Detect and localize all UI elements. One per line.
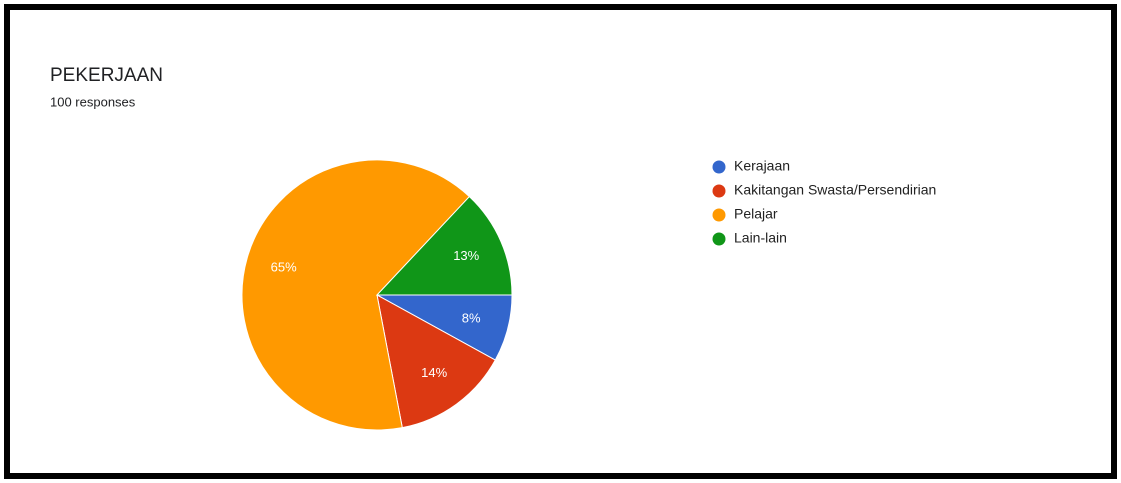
legend-label: Pelajar — [734, 206, 778, 222]
chart-title: PEKERJAAN — [50, 65, 163, 86]
legend-label: Kakitangan Swasta/Persendirian — [734, 182, 936, 198]
chart-subtitle: 100 responses — [50, 94, 136, 109]
legend-swatch — [712, 208, 726, 222]
data-label: 14% — [421, 365, 447, 380]
legend-swatch — [712, 232, 726, 246]
pie-slice — [241, 159, 471, 431]
legend-swatch — [712, 160, 726, 174]
legend-label: Kerajaan — [734, 158, 790, 174]
data-label: 65% — [271, 259, 297, 274]
legend-swatch — [712, 184, 726, 198]
data-label: 8% — [462, 311, 481, 326]
data-label: 13% — [453, 248, 479, 263]
legend-label: Lain-lain — [734, 230, 787, 246]
frame — [4, 4, 1117, 479]
pie-slice — [375, 195, 513, 296]
pie-slice — [376, 294, 496, 429]
